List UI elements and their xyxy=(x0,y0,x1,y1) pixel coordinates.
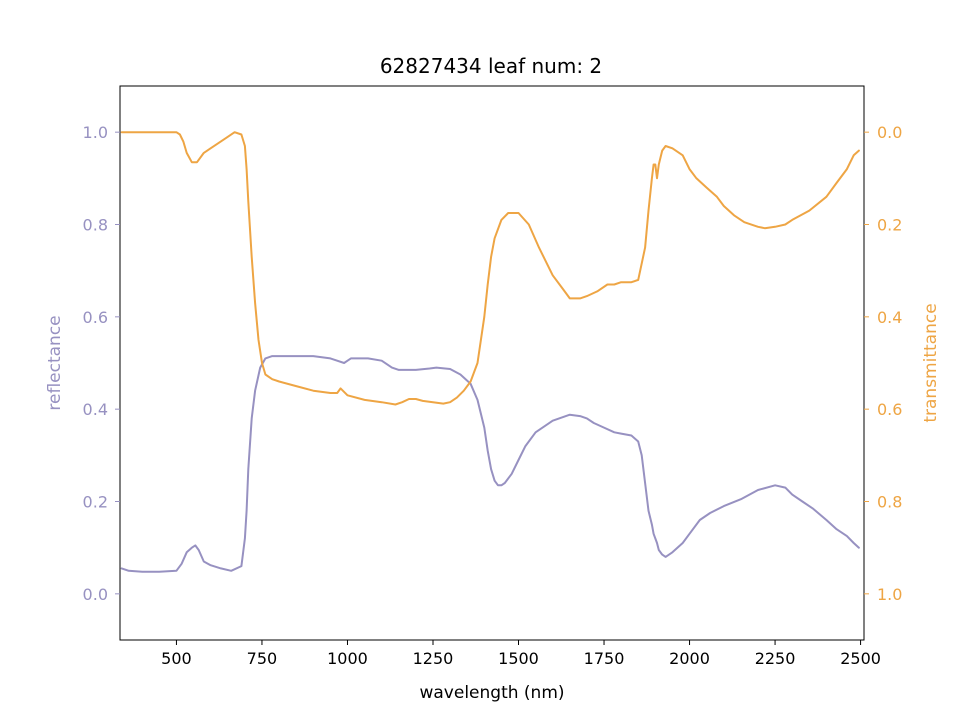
plot-area xyxy=(120,131,860,573)
left-y-tick-label: 0.2 xyxy=(83,493,108,512)
right-y-axis-label: transmittance xyxy=(921,303,941,422)
right-y-tick-label: 0.8 xyxy=(877,493,902,512)
right-y-tick-label: 1.0 xyxy=(877,585,902,604)
axes-frame xyxy=(119,85,865,641)
right-y-tick-label: 0.6 xyxy=(877,400,902,419)
x-axis-label: wavelength (nm) xyxy=(419,683,564,703)
x-tick-label: 2250 xyxy=(755,649,796,668)
right-y-tick-label: 0.2 xyxy=(877,216,902,235)
x-tick-label: 1250 xyxy=(413,649,454,668)
x-tick-label: 1750 xyxy=(584,649,625,668)
x-tick-label: 1500 xyxy=(498,649,539,668)
right-y-tick-label: 0.0 xyxy=(877,123,902,142)
chart-title: 62827434 leaf num: 2 xyxy=(380,54,602,78)
x-tick-label: 750 xyxy=(247,649,278,668)
left-y-axis-label: reflectance xyxy=(45,315,65,410)
x-axis: 500 750 1000 1250 1500 1750 2000 2250 2500 xyxy=(161,640,881,668)
x-tick-label: 2500 xyxy=(840,649,881,668)
right-y-tick-label: 0.4 xyxy=(877,308,902,327)
right-y-axis: 0.0 0.2 0.4 0.6 0.8 1.0 xyxy=(864,123,902,604)
x-tick-label: 2000 xyxy=(669,649,710,668)
left-y-tick-label: 0.4 xyxy=(83,400,108,419)
left-y-tick-label: 1.0 xyxy=(83,123,108,142)
left-y-tick-label: 0.0 xyxy=(83,585,108,604)
reflectance-line xyxy=(120,355,860,573)
x-tick-label: 500 xyxy=(161,649,192,668)
left-y-axis: 0.0 0.2 0.4 0.6 0.8 1.0 xyxy=(83,123,120,604)
left-y-tick-label: 0.6 xyxy=(83,308,108,327)
x-tick-label: 1000 xyxy=(327,649,368,668)
transmittance-line xyxy=(120,131,860,406)
left-y-tick-label: 0.8 xyxy=(83,216,108,235)
